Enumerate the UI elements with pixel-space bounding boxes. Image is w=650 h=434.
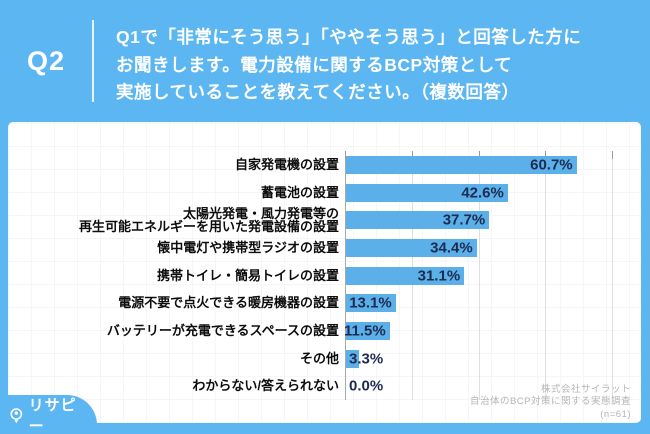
question-line-1: Q1で「非常にそう思う」「ややそう思う」と回答した方に [116, 27, 582, 47]
chart-row: 太陽光発電・風力発電等の 再生可能エネルギーを用いた発電設備の設置 37.7% [8, 206, 612, 234]
chart-row: 電源不要で点火できる暖房機器の設置 13.1% [8, 289, 612, 317]
bar-track: 3.3% [345, 345, 612, 373]
attribution-sample-size: (n=61) [600, 408, 631, 420]
bar-track: 60.7% [345, 151, 612, 179]
logo-wordmark: リサピー [28, 396, 77, 434]
category-label-line: 再生可能エネルギーを用いた発電設備の設置 [78, 219, 339, 235]
bar: 60.7% [346, 155, 577, 174]
category-label: バッテリーが充電できるスペースの設置 [8, 317, 345, 345]
chart-row: 自家発電機の設置 60.7% [8, 151, 612, 179]
value-label: 42.6% [461, 184, 504, 201]
bar: 13.1% [346, 294, 396, 313]
chart-row: バッテリーが充電できるスペースの設置 11.5% [8, 317, 612, 345]
value-label: 60.7% [530, 156, 573, 174]
question-header: Q2 Q1で「非常にそう思う」「ややそう思う」と回答した方に お聞きします。電力… [0, 0, 650, 122]
attribution-survey: 自治体のBCP対策に関する実態調査 [469, 396, 631, 407]
category-label-line: 電源不要で点火できる暖房機器の設置 [118, 295, 339, 311]
logo-period: . [91, 396, 97, 414]
value-label: 3.3% [349, 350, 384, 368]
bar: 42.6% [346, 183, 508, 202]
category-label-line: 携帯トイレ・簡易トイレの設置 [156, 267, 339, 283]
brand-logo-text: リサピー. [29, 394, 97, 434]
axis-tick [612, 151, 613, 159]
bar [346, 349, 359, 368]
axis-tick [478, 151, 480, 159]
magnifier-icon [10, 407, 23, 423]
question-line-3: 実施していることを教えてください。（複数回答） [116, 82, 520, 102]
source-attribution: 株式会社サイラット 自治体のBCP対策に関する実態調査 (n=61) [470, 384, 631, 422]
header-divider [92, 20, 94, 102]
attribution-company: 株式会社サイラット [540, 383, 631, 395]
value-label: 34.4% [430, 239, 473, 257]
category-label-line: バッテリーが充電できるスペースの設置 [106, 323, 339, 339]
question-text: Q1で「非常にそう思う」「ややそう思う」と回答した方に お聞きします。電力設備に… [116, 24, 581, 107]
category-label: その他 [8, 345, 345, 373]
bar-track: 37.7% [345, 206, 612, 234]
chart-row: その他 3.3% [8, 345, 612, 373]
question-line-2: お聞きします。電力設備に関するBCP対策として [116, 54, 513, 75]
category-label: わからない/答えられない [8, 372, 345, 400]
gridline [612, 151, 613, 400]
value-label: 31.1% [417, 267, 461, 285]
chart-card: 自家発電機の設置 60.7% 蓄電池の設置 42.6% 太陽光発電・風力発電等の 再生可能… [8, 122, 641, 423]
bar-track: 34.4% [345, 234, 612, 262]
bar: 37.7% [346, 211, 490, 230]
value-label: 13.1% [349, 294, 392, 312]
category-label: 蓄電池の設置 [8, 179, 345, 207]
bar-track: 13.1% [345, 289, 612, 317]
bar-track: 0.0% [345, 372, 612, 400]
bar-track: 31.1% [345, 262, 612, 290]
axis-tick [411, 151, 413, 159]
bar: 11.5% [343, 321, 390, 340]
brand-logo-tab: リサピー. [0, 395, 97, 434]
axis-tick [345, 151, 346, 159]
gridline [545, 151, 547, 400]
gridline [478, 151, 480, 400]
chart-row: 懐中電灯や携帯型ラジオの設置 34.4% [8, 234, 612, 262]
category-label: 携帯トイレ・簡易トイレの設置 [8, 262, 345, 290]
category-label-line: 太陽光発電・風力発電等の [182, 205, 339, 221]
chart-row: わからない/答えられない 0.0% [8, 372, 612, 400]
category-label: 太陽光発電・風力発電等の 再生可能エネルギーを用いた発電設備の設置 [8, 206, 345, 234]
category-label-line: その他 [299, 350, 339, 366]
category-label-line: 懐中電灯や携帯型ラジオの設置 [157, 240, 339, 256]
value-label: 0.0% [349, 377, 384, 395]
value-label: 37.7% [442, 211, 486, 229]
bar-track: 11.5% [343, 317, 612, 345]
bar-chart: 自家発電機の設置 60.7% 蓄電池の設置 42.6% 太陽光発電・風力発電等の 再生可能… [8, 151, 612, 400]
category-label: 電源不要で点火できる暖房機器の設置 [8, 289, 345, 317]
chart-row: 蓄電池の設置 42.6% [8, 179, 612, 207]
bar-track: 42.6% [345, 179, 612, 207]
category-label: 自家発電機の設置 [8, 151, 345, 179]
bar: 34.4% [346, 238, 477, 257]
chart-row: 携帯トイレ・簡易トイレの設置 31.1% [8, 262, 612, 290]
category-label-line: 蓄電池の設置 [260, 184, 339, 200]
category-label-line: 自家発電機の設置 [234, 157, 339, 173]
category-label: 懐中電灯や携帯型ラジオの設置 [8, 234, 345, 262]
bar: 31.1% [346, 266, 465, 285]
y-axis-line [345, 151, 346, 400]
category-label-line: わからない/答えられない [192, 378, 339, 394]
question-number: Q2 [26, 45, 66, 76]
axis-tick [545, 151, 547, 159]
value-label: 11.5% [343, 322, 386, 340]
